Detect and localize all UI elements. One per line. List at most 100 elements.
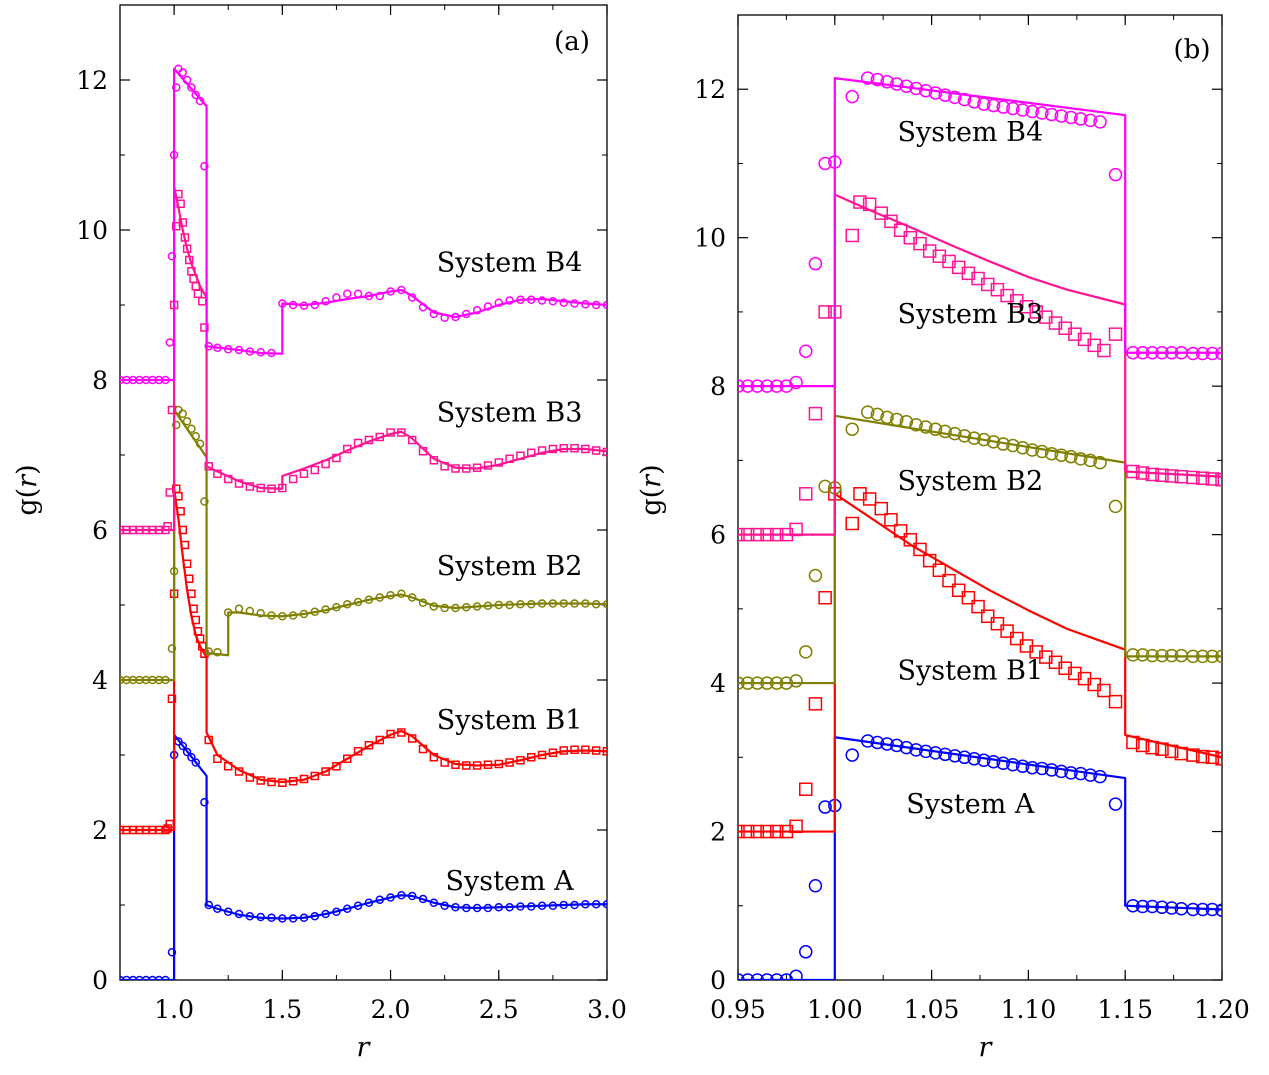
data-point bbox=[1186, 902, 1200, 917]
data-point bbox=[407, 593, 417, 602]
data-point bbox=[870, 72, 885, 87]
data-point bbox=[1087, 338, 1101, 353]
data-point bbox=[932, 563, 947, 577]
data-point bbox=[1064, 110, 1078, 125]
data-point bbox=[738, 676, 745, 690]
data-point bbox=[128, 975, 138, 980]
data-point bbox=[462, 309, 471, 319]
data-point bbox=[364, 741, 374, 750]
data-point bbox=[769, 824, 784, 839]
data-point bbox=[223, 474, 233, 484]
data-point bbox=[928, 746, 943, 760]
y-tick-label: 8 bbox=[92, 366, 108, 395]
data-point bbox=[1126, 464, 1140, 479]
data-point bbox=[321, 605, 330, 614]
data-point bbox=[1015, 441, 1030, 455]
data-point bbox=[375, 432, 384, 442]
data-point bbox=[1215, 472, 1222, 487]
data-point bbox=[769, 379, 784, 393]
data-point bbox=[760, 527, 774, 542]
series-system-b4 bbox=[738, 71, 1222, 393]
data-point bbox=[223, 608, 233, 617]
data-point bbox=[559, 746, 568, 755]
data-point bbox=[789, 819, 803, 834]
data-point bbox=[1054, 109, 1069, 123]
data-point bbox=[1073, 112, 1088, 126]
data-point bbox=[353, 597, 363, 607]
data-point bbox=[472, 903, 482, 913]
data-point bbox=[799, 945, 813, 959]
panel-a: 1.0 1.5 2.0 2.5 3.0 0 2 4 6 8 10 12 r g(r) (a) System A… bbox=[12, 4, 627, 1063]
series-system-a bbox=[738, 734, 1222, 980]
y-tick-label: 4 bbox=[710, 669, 726, 698]
data-point bbox=[178, 409, 188, 418]
data-point bbox=[1155, 742, 1169, 756]
data-point bbox=[760, 676, 774, 690]
data-point bbox=[299, 609, 309, 619]
data-point bbox=[818, 479, 832, 494]
data-point bbox=[494, 458, 504, 467]
data-point bbox=[559, 599, 568, 608]
data-point bbox=[1000, 288, 1014, 303]
data-point bbox=[971, 599, 985, 614]
x-tick-label: 1.15 bbox=[1097, 995, 1153, 1024]
data-point bbox=[321, 909, 330, 919]
data-point bbox=[440, 462, 449, 471]
data-point bbox=[135, 975, 144, 980]
y-tick-label: 6 bbox=[710, 521, 726, 550]
data-point bbox=[451, 464, 460, 473]
data-point bbox=[1097, 683, 1111, 698]
data-point bbox=[942, 573, 956, 588]
data-point bbox=[1195, 749, 1210, 764]
data-point bbox=[332, 603, 341, 612]
y-axis-title: g(r) bbox=[636, 464, 667, 515]
data-point bbox=[853, 195, 867, 209]
data-point bbox=[440, 603, 449, 613]
data-point bbox=[167, 948, 177, 957]
data-point bbox=[760, 824, 774, 839]
data-point bbox=[288, 474, 298, 484]
data-point bbox=[165, 338, 175, 347]
data-point bbox=[1093, 455, 1107, 470]
data-point bbox=[996, 100, 1010, 114]
data-point bbox=[245, 606, 255, 616]
data-point bbox=[1195, 649, 1210, 664]
series-label: System B3 bbox=[897, 299, 1043, 330]
data-point bbox=[418, 744, 428, 754]
data-point bbox=[364, 435, 374, 445]
data-point bbox=[141, 975, 151, 980]
data-point bbox=[1029, 305, 1043, 319]
data-point bbox=[299, 774, 309, 784]
data-point bbox=[1039, 650, 1053, 664]
data-point bbox=[299, 469, 309, 478]
data-point bbox=[1186, 649, 1200, 664]
data-point bbox=[1097, 343, 1111, 358]
data-point bbox=[462, 761, 471, 770]
data-point bbox=[760, 379, 774, 393]
data-point bbox=[769, 973, 784, 980]
data-point bbox=[178, 525, 188, 535]
data-point bbox=[516, 295, 525, 304]
data-point bbox=[1006, 757, 1020, 772]
data-point bbox=[845, 748, 859, 762]
data-point bbox=[191, 432, 201, 441]
data-point bbox=[1215, 752, 1222, 766]
data-point bbox=[386, 428, 395, 437]
data-point bbox=[860, 734, 875, 748]
panel-label: (b) bbox=[1174, 35, 1211, 65]
data-point bbox=[505, 903, 514, 912]
data-point bbox=[893, 223, 908, 238]
data-point bbox=[602, 447, 607, 457]
data-point bbox=[429, 456, 439, 465]
data-point bbox=[1064, 449, 1078, 464]
data-point bbox=[1186, 748, 1200, 762]
data-point bbox=[919, 83, 933, 98]
data-point bbox=[167, 644, 177, 653]
data-point bbox=[343, 600, 352, 609]
data-point bbox=[750, 973, 765, 980]
data-point bbox=[913, 542, 927, 557]
data-point bbox=[462, 464, 471, 473]
y-tick-label: 4 bbox=[92, 666, 108, 695]
data-point bbox=[1145, 740, 1160, 755]
data-point bbox=[738, 527, 745, 542]
